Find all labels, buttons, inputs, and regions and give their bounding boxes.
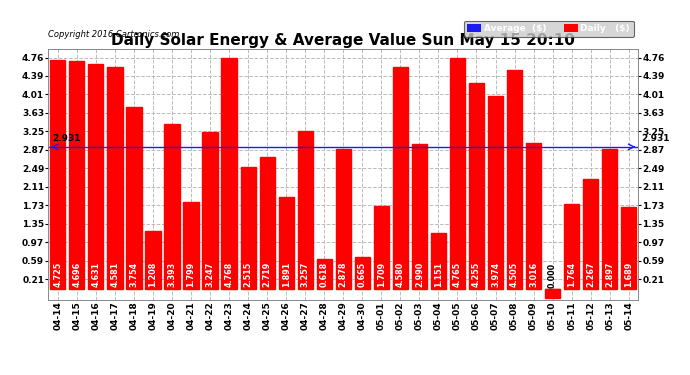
- Bar: [50, 60, 66, 289]
- Text: 4.505: 4.505: [510, 262, 519, 287]
- Text: 2.719: 2.719: [263, 262, 272, 287]
- Bar: [221, 58, 237, 289]
- Text: 1.151: 1.151: [434, 262, 443, 287]
- Text: 4.725: 4.725: [53, 262, 62, 287]
- Text: 1.764: 1.764: [567, 262, 576, 287]
- Bar: [526, 143, 541, 289]
- Text: 3.393: 3.393: [168, 262, 177, 287]
- Text: 2.931: 2.931: [52, 134, 81, 143]
- Text: 3.247: 3.247: [206, 262, 215, 287]
- Bar: [88, 64, 104, 289]
- Bar: [184, 202, 199, 289]
- Text: 3.974: 3.974: [491, 262, 500, 287]
- Text: 0.000: 0.000: [548, 263, 557, 288]
- Text: 2.990: 2.990: [415, 262, 424, 287]
- Title: Daily Solar Energy & Average Value Sun May 15 20:10: Daily Solar Energy & Average Value Sun M…: [111, 33, 575, 48]
- Text: 1.799: 1.799: [186, 262, 195, 287]
- Text: Copyright 2016 Cartronics.com: Copyright 2016 Cartronics.com: [48, 30, 179, 39]
- Bar: [146, 231, 161, 289]
- Bar: [259, 157, 275, 289]
- Bar: [602, 148, 618, 289]
- Text: 1.891: 1.891: [282, 262, 290, 287]
- Text: 3.016: 3.016: [529, 262, 538, 287]
- Bar: [317, 259, 332, 289]
- Text: 3.754: 3.754: [130, 262, 139, 287]
- Legend: Average  ($), Daily   ($): Average ($), Daily ($): [464, 21, 633, 37]
- Bar: [450, 58, 465, 289]
- Text: 2.931: 2.931: [641, 134, 669, 143]
- Bar: [507, 70, 522, 289]
- Text: 2.878: 2.878: [339, 261, 348, 287]
- Text: 4.580: 4.580: [396, 262, 405, 287]
- Text: 4.255: 4.255: [472, 262, 481, 287]
- Bar: [621, 207, 636, 289]
- Bar: [545, 289, 560, 298]
- Text: 2.267: 2.267: [586, 261, 595, 287]
- Text: 1.689: 1.689: [624, 262, 633, 287]
- Bar: [202, 132, 217, 289]
- Bar: [488, 96, 503, 289]
- Text: 1.208: 1.208: [148, 261, 157, 287]
- Bar: [355, 257, 370, 289]
- Bar: [374, 206, 389, 289]
- Bar: [279, 197, 294, 289]
- Text: 2.897: 2.897: [605, 261, 614, 287]
- Bar: [297, 131, 313, 289]
- Bar: [564, 204, 580, 289]
- Bar: [164, 124, 179, 289]
- Text: 2.515: 2.515: [244, 262, 253, 287]
- Text: 0.618: 0.618: [319, 262, 328, 287]
- Text: 4.696: 4.696: [72, 262, 81, 287]
- Text: 3.257: 3.257: [301, 262, 310, 287]
- Text: 4.581: 4.581: [110, 262, 119, 287]
- Bar: [412, 144, 427, 289]
- Bar: [108, 67, 123, 289]
- Bar: [126, 107, 141, 289]
- Text: 4.765: 4.765: [453, 262, 462, 287]
- Text: 4.768: 4.768: [224, 262, 234, 287]
- Text: 0.665: 0.665: [358, 262, 367, 287]
- Bar: [583, 179, 598, 289]
- Bar: [431, 233, 446, 289]
- Bar: [469, 82, 484, 289]
- Text: 4.631: 4.631: [91, 262, 100, 287]
- Bar: [393, 67, 408, 289]
- Text: 1.709: 1.709: [377, 262, 386, 287]
- Bar: [335, 150, 351, 289]
- Bar: [69, 61, 84, 289]
- Bar: [241, 167, 256, 289]
